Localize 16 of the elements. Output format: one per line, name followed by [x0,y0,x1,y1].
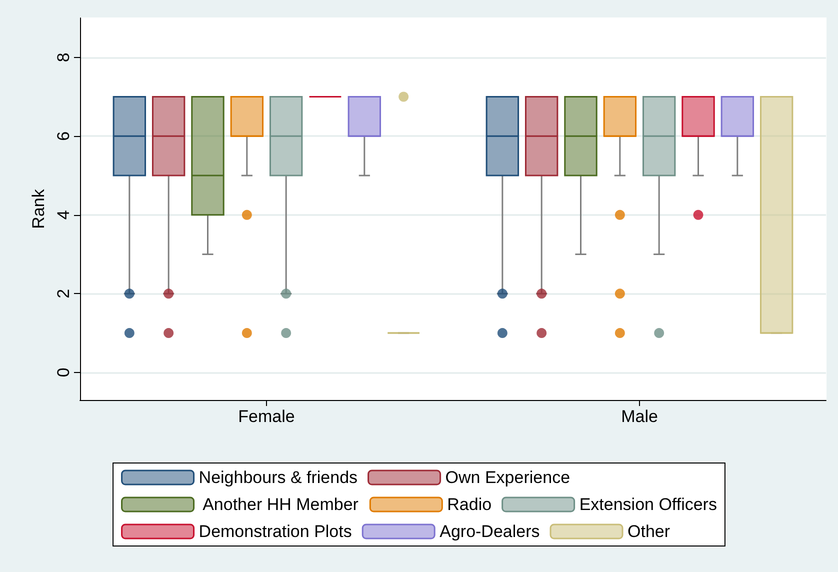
y-tick-label: 4 [54,210,73,220]
x-tick-label: Male [621,407,658,426]
legend-label: Radio [447,495,492,514]
legend-label: Another HH Member [198,495,359,514]
y-axis-title: Rank [29,188,48,229]
legend-label: Demonstration Plots [198,522,352,541]
legend-label: Agro-Dealers [440,522,540,541]
y-tick-label: 6 [54,131,73,141]
y-tick-label: 0 [54,368,73,378]
legend-label: Neighbours & friends [198,468,358,487]
legend-label: Other [628,522,670,541]
y-tick-label: 2 [54,288,73,298]
legend-label: Own Experience [445,468,570,487]
legend-label: Extension Officers [579,495,717,514]
x-tick-label: Female [238,407,295,426]
y-tick-label: 8 [54,52,73,62]
